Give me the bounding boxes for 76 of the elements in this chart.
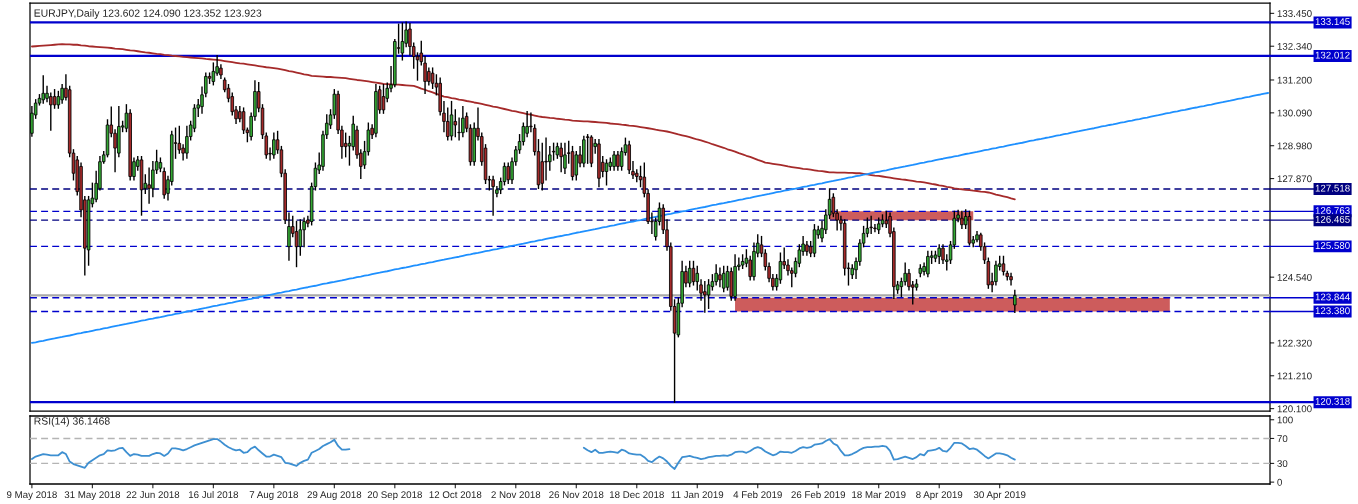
x-tick-label: 18 Dec 2018: [609, 491, 664, 499]
candlestick: [563, 142, 567, 174]
y-tick-label: 100: [1277, 416, 1293, 424]
y-tick-label: 70: [1277, 435, 1288, 443]
candlestick: [721, 265, 726, 293]
x-tick-label: 20 Sep 2018: [367, 491, 422, 501]
candlestick: [506, 162, 510, 185]
candlestick: [559, 142, 563, 173]
y-tick-label: 133.450: [1277, 10, 1312, 17]
x-tick-label: 2 Nov 2018: [491, 491, 541, 499]
candlestick: [869, 215, 873, 235]
candlestick: [585, 134, 590, 164]
line-series: [30, 43, 1016, 201]
candlestick: [449, 100, 454, 141]
x-tick-label: 7 Aug 2018: [249, 491, 299, 501]
candlestick: [525, 110, 529, 138]
x-tick-label: 30 Apr 2019: [973, 491, 1026, 501]
candlestick: [540, 142, 544, 191]
x-tick-label: 22 Jun 2018: [126, 491, 180, 499]
text: EURJPY,Daily 123.602 124.090 123.352 123.923: [34, 9, 262, 19]
x-tick-label: 12 Oct 2018: [429, 491, 482, 499]
candlestick: [960, 210, 964, 230]
y-tick-label: 128.980: [1277, 142, 1312, 150]
chart-title: RSI(14) 36.1468: [34, 417, 110, 427]
candlestick: [41, 75, 45, 104]
ref-line-label: 132.012: [1315, 51, 1350, 59]
ref-line-label: 127.518: [1315, 184, 1350, 192]
ref-line-label: 123.380: [1315, 307, 1350, 315]
candlestick: [718, 267, 722, 288]
ref-line-label: 126.763: [1315, 207, 1350, 214]
x-tick-label: 26 Nov 2018: [549, 491, 604, 499]
ref-line-label: 126.465: [1315, 215, 1350, 223]
candlestick: [926, 250, 930, 278]
candlestick: [616, 150, 620, 171]
line-series: [30, 92, 1270, 344]
y-tick-label: 30: [1277, 460, 1288, 468]
x-tick-label: 16 Jul 2018: [188, 490, 239, 499]
candlestick: [582, 135, 586, 168]
candlestick: [185, 125, 189, 159]
candlestick: [147, 167, 151, 204]
candlestick: [687, 260, 692, 288]
candlestick: [453, 109, 458, 138]
x-tick-label: 18 Mar 2019: [852, 491, 906, 499]
candlestick: [400, 22, 405, 61]
x-tick-label: 31 May 2018: [64, 491, 121, 501]
y-tick-label: 127.870: [1277, 175, 1312, 183]
x-tick-label: 9 May 2018: [6, 491, 57, 501]
ref-line-label: 123.844: [1315, 293, 1350, 301]
ref-line-label: 120.318: [1315, 397, 1350, 405]
y-tick-label: 0: [1277, 478, 1282, 486]
y-tick-label: 131.200: [1277, 76, 1312, 84]
x-tick-label: 8 Apr 2019: [916, 491, 963, 501]
candlestick: [612, 150, 616, 171]
ref-line-label: 125.580: [1315, 242, 1350, 249]
y-tick-label: 122.320: [1277, 339, 1312, 347]
y-tick-label: 121.210: [1277, 372, 1312, 380]
candlestick: [1013, 289, 1017, 314]
y-tick-label: 132.340: [1277, 42, 1312, 50]
y-tick-label: 120.100: [1277, 405, 1312, 413]
x-tick-label: 11 Jan 2019: [671, 491, 724, 499]
candlestick: [574, 150, 579, 181]
candlestick: [461, 105, 465, 138]
y-tick-label: 130.090: [1277, 109, 1312, 117]
candlestick: [381, 84, 386, 114]
candlestick: [937, 244, 941, 264]
candlestick: [272, 132, 276, 159]
x-tick-label: 29 Aug 2018: [307, 491, 362, 501]
candlestick: [703, 280, 707, 313]
candlestick: [52, 89, 57, 109]
x-tick-label: 26 Feb 2019: [791, 490, 846, 499]
x-tick-label: 4 Feb 2019: [733, 490, 782, 499]
ref-line-label: 133.145: [1315, 18, 1350, 25]
y-tick-label: 124.540: [1277, 273, 1312, 281]
candlestick: [1009, 272, 1013, 286]
candlestick: [491, 175, 495, 216]
candlestick: [544, 137, 548, 181]
